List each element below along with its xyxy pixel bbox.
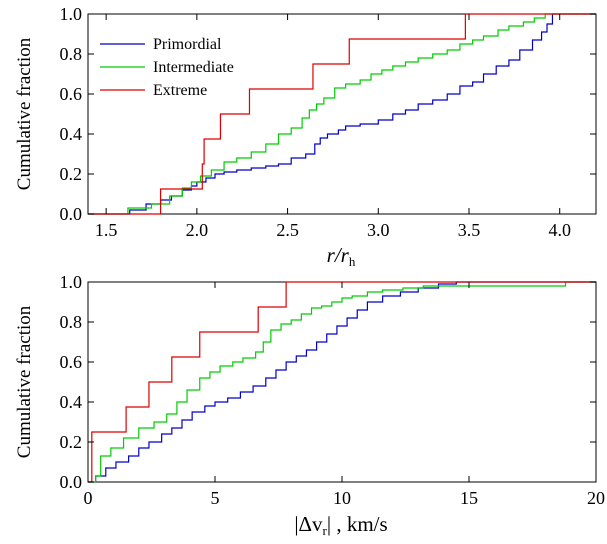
x-axis-label-main: r/r xyxy=(327,243,350,267)
x-tick-label: 2.0 xyxy=(186,220,209,240)
x-tick-label: 1.5 xyxy=(95,220,118,240)
x-tick-label: 3.5 xyxy=(458,220,481,240)
x-axis-label: |Δvr| , km/s xyxy=(294,512,387,538)
series-line-intermediate xyxy=(88,281,596,483)
legend-label-intermediate: Intermediate xyxy=(153,59,234,76)
legend-label-extreme: Extreme xyxy=(153,82,207,99)
y-tick-label: 0.4 xyxy=(60,124,83,144)
y-tick-label: 0.2 xyxy=(60,164,83,184)
series-line-intermediate xyxy=(88,13,596,215)
x-tick-label: 20 xyxy=(587,488,605,508)
x-tick-label: 4.0 xyxy=(548,220,571,240)
chart-radial-distance: 1.5 2.0 2.5 3.0 3.5 4.0 0.0 0.2 0.4 0.6 0.8 1.0 Cum… xyxy=(14,4,597,269)
chart-velocity-difference: 0 5 10 15 20 0.0 0.2 0.4 0.6 0.8 1.0 Cumulative fr… xyxy=(14,272,605,538)
plot-frame xyxy=(87,13,597,215)
y-tick-label: 0.2 xyxy=(60,432,83,452)
x-tick-label: 2.5 xyxy=(276,220,299,240)
tick-layer: 1.5 2.0 2.5 3.0 3.5 4.0 0.0 0.2 0.4 0.6 0.8 1.0 xyxy=(60,4,596,240)
y-tick-label: 0.8 xyxy=(60,312,83,332)
y-tick-label: 1.0 xyxy=(60,4,83,24)
x-axis-label-tail: | , km/s xyxy=(327,512,388,536)
y-tick-label: 0.6 xyxy=(60,84,83,104)
series-layer xyxy=(88,281,596,483)
tick-layer: 0 5 10 15 20 0.0 0.2 0.4 0.6 0.8 1.0 xyxy=(60,272,606,508)
legend-label-primordial: Primordial xyxy=(153,36,222,53)
legend: Primordial Intermediate Extreme xyxy=(100,36,234,99)
x-tick-label: 0 xyxy=(84,488,93,508)
x-tick-label: 10 xyxy=(333,488,351,508)
x-tick-label: 15 xyxy=(460,488,478,508)
y-axis-label: Cumulative fraction xyxy=(14,305,35,458)
series-line-extreme xyxy=(88,281,596,483)
series-line-extreme xyxy=(88,13,596,215)
x-axis-label-main: |Δv xyxy=(294,512,323,536)
x-axis-label-sub: h xyxy=(349,254,356,269)
y-axis-label: Cumulative fraction xyxy=(14,37,35,190)
x-tick-label: 5 xyxy=(211,488,220,508)
series-line-primordial xyxy=(88,281,596,483)
y-tick-label: 0.6 xyxy=(60,352,83,372)
y-tick-label: 0.0 xyxy=(60,472,83,492)
y-tick-label: 1.0 xyxy=(60,272,83,292)
y-tick-label: 0.4 xyxy=(60,392,83,412)
y-tick-label: 0.0 xyxy=(60,204,83,224)
series-line-primordial xyxy=(88,13,596,215)
y-tick-label: 0.8 xyxy=(60,44,83,64)
x-tick-label: 3.0 xyxy=(367,220,390,240)
x-axis-label: r/rh xyxy=(327,243,356,269)
series-layer xyxy=(88,13,596,215)
x-axis-label-sub: r xyxy=(323,523,328,538)
